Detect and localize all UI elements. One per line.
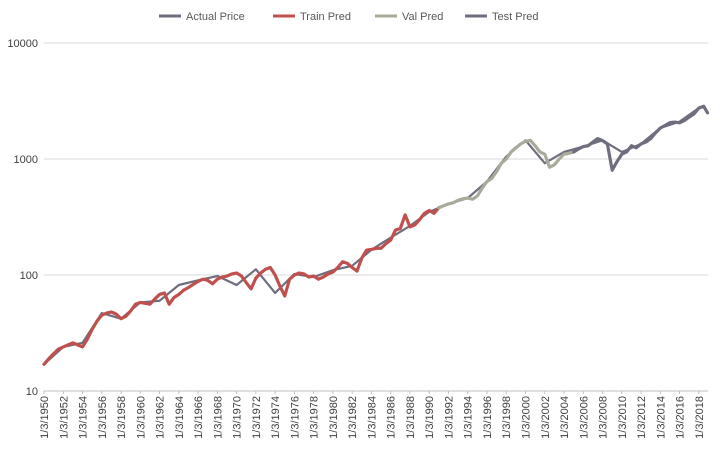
x-tick-label: 1/3/1986 bbox=[386, 396, 398, 439]
x-tick-label: 1/3/1968 bbox=[212, 396, 224, 439]
x-tick-label: 1/3/2012 bbox=[636, 396, 648, 439]
x-tick-label: 1/3/1988 bbox=[405, 396, 417, 439]
y-tick-label: 10000 bbox=[7, 38, 38, 50]
actual-price-line bbox=[42, 106, 700, 366]
x-tick-label: 1/3/1970 bbox=[232, 396, 244, 439]
x-tick-label: 1/3/1964 bbox=[174, 396, 186, 439]
y-axis-ticks: 10 100 1000 10000 bbox=[7, 38, 38, 398]
x-tick-label: 1/3/2004 bbox=[559, 396, 571, 439]
y-tick-label: 1000 bbox=[14, 154, 38, 166]
series-lines bbox=[42, 104, 710, 366]
x-tick-label: 1/3/1990 bbox=[424, 396, 436, 439]
x-tick-label: 1/3/1966 bbox=[193, 396, 205, 439]
legend-label-val-pred: Val Pred bbox=[402, 11, 443, 23]
x-tick-label: 1/3/1996 bbox=[482, 396, 494, 439]
x-axis-ticks: 1/3/1950 1/3/1952 1/3/1954 1/3/1956 1/3/1958… bbox=[39, 391, 706, 439]
x-tick-label: 1/3/1974 bbox=[270, 396, 282, 439]
x-tick-label: 1/3/1980 bbox=[328, 396, 340, 439]
x-tick-label: 1/3/1994 bbox=[463, 396, 475, 439]
x-tick-label: 1/3/1954 bbox=[78, 396, 90, 439]
train-pred-line bbox=[42, 206, 441, 366]
chart-legend: Actual Price Train Pred Val Pred Test Pred bbox=[159, 11, 538, 23]
x-tick-label: 1/3/2006 bbox=[578, 396, 590, 439]
x-tick-label: 1/3/1976 bbox=[289, 396, 301, 439]
x-tick-label: 1/3/2000 bbox=[521, 396, 533, 439]
x-tick-label: 1/3/1998 bbox=[501, 396, 513, 439]
legend-label-train-pred: Train Pred bbox=[300, 11, 351, 23]
legend-label-test-pred: Test Pred bbox=[492, 11, 538, 23]
x-tick-label: 1/3/1960 bbox=[135, 396, 147, 439]
x-tick-label: 1/3/2010 bbox=[617, 396, 629, 439]
x-tick-label: 1/3/1972 bbox=[251, 396, 263, 439]
test-pred-line bbox=[572, 104, 710, 172]
y-tick-label: 100 bbox=[20, 270, 38, 282]
y-tick-label: 10 bbox=[26, 386, 38, 398]
legend-label-actual-price: Actual Price bbox=[186, 11, 245, 23]
x-tick-label: 1/3/2016 bbox=[675, 396, 687, 439]
x-tick-label: 1/3/1956 bbox=[97, 396, 109, 439]
x-tick-label: 1/3/2002 bbox=[540, 396, 552, 439]
x-tick-label: 1/3/1950 bbox=[39, 396, 51, 439]
x-tick-label: 1/3/1962 bbox=[155, 396, 167, 439]
x-tick-label: 1/3/2018 bbox=[694, 396, 706, 439]
y-gridlines bbox=[44, 42, 708, 392]
x-tick-label: 1/3/1984 bbox=[366, 396, 378, 439]
x-tick-label: 1/3/2014 bbox=[655, 396, 667, 439]
x-tick-label: 1/3/1992 bbox=[443, 396, 455, 439]
val-pred-line bbox=[437, 138, 576, 210]
x-tick-label: 1/3/1958 bbox=[116, 396, 128, 439]
x-tick-label: 1/3/1982 bbox=[347, 396, 359, 439]
x-tick-label: 1/3/1978 bbox=[309, 396, 321, 439]
x-tick-label: 1/3/1952 bbox=[58, 396, 70, 439]
x-tick-label: 1/3/2008 bbox=[598, 396, 610, 439]
